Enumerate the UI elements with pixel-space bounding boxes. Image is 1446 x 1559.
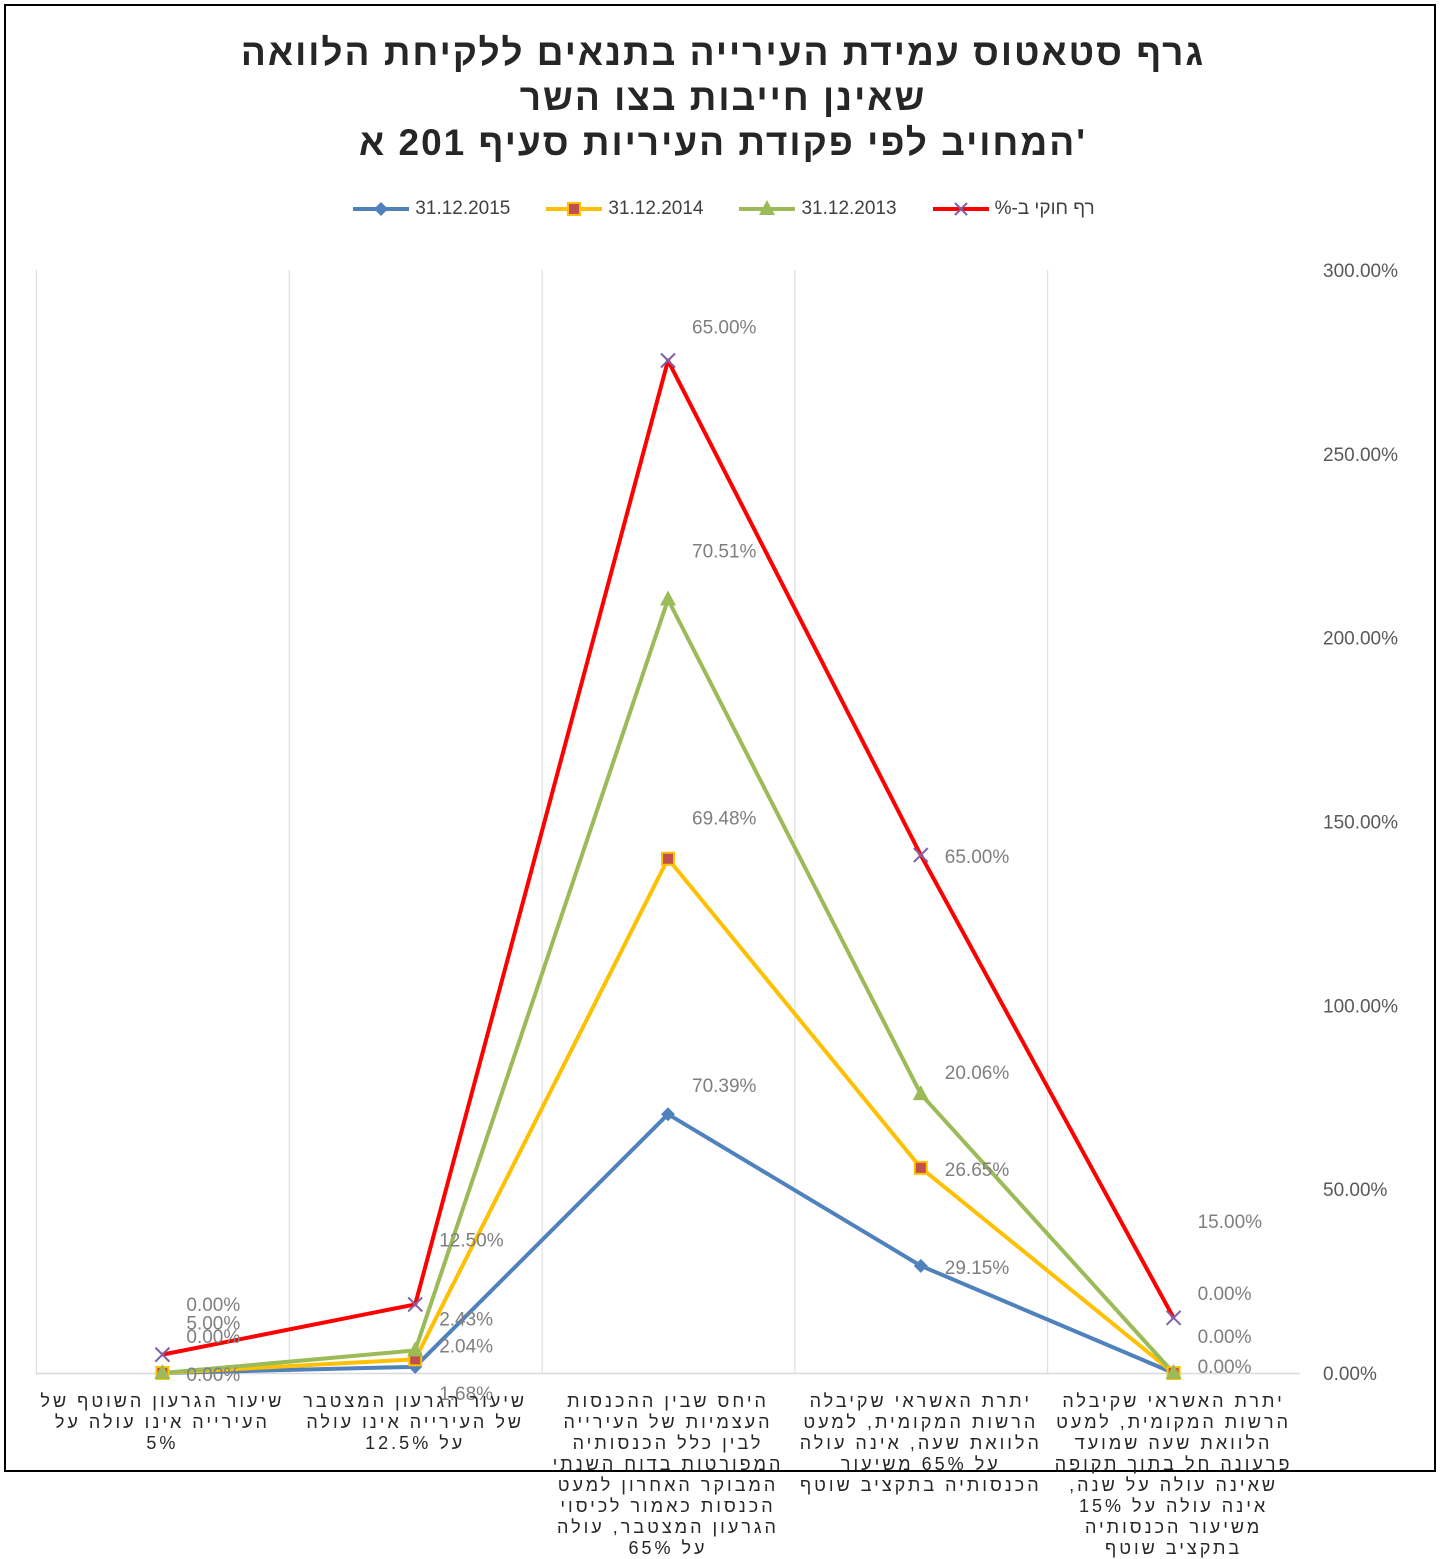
legend-swatch bbox=[546, 202, 603, 216]
data-label: 0.00% bbox=[1198, 1327, 1252, 1348]
data-point-3-3 bbox=[407, 1296, 423, 1313]
data-point-3-1 bbox=[913, 847, 929, 863]
data-point-2-3 bbox=[407, 1341, 424, 1357]
data-point-2-2 bbox=[660, 590, 676, 606]
legend-label: 31.12.2015 bbox=[415, 198, 511, 219]
legend-label: רף חוקי ב-% bbox=[994, 198, 1095, 219]
x-category-label: יתרת האשראי שקיבלה הרשות המקומית, למעט ה… bbox=[1054, 1391, 1293, 1558]
legend-swatch bbox=[932, 202, 989, 216]
data-label: 0.00% bbox=[186, 1295, 240, 1316]
data-label: 70.51% bbox=[692, 542, 757, 563]
line-chart: 0.00% 50.00% 100.00% 150.00% 200.00% 250.00% 3… bbox=[36, 261, 1398, 1405]
chart-legend: 31.12.2015 31.12.2014 31.12.2013 רף חוקי ב-… bbox=[0, 198, 1446, 220]
data-point-1-2 bbox=[661, 851, 675, 866]
chart-frame bbox=[4, 4, 1436, 1472]
data-point-3-0 bbox=[1165, 1310, 1182, 1326]
y-tick-label: 150.00% bbox=[1323, 813, 1398, 834]
y-tick-label: 300.00% bbox=[1323, 261, 1398, 282]
chart-title-line-1: גרף סטאטוס עמידת העירייה בתנאים ללקיחת ה… bbox=[240, 32, 1206, 73]
legend-label: 31.12.2013 bbox=[801, 198, 897, 219]
data-point-0-1 bbox=[913, 1258, 928, 1273]
x-category-label: יתרת האשראי שקיבלה הרשות המקומית, למעט ה… bbox=[799, 1391, 1042, 1495]
data-point-2-0 bbox=[1165, 1364, 1182, 1379]
data-point-3-2 bbox=[660, 352, 676, 369]
legend-item: 31.12.2014 bbox=[544, 198, 703, 220]
data-label: 20.06% bbox=[945, 1063, 1010, 1084]
data-label: 65.00% bbox=[945, 847, 1010, 868]
data-label: 2.43% bbox=[439, 1309, 493, 1330]
data-label: 5.00% bbox=[186, 1314, 240, 1335]
data-label: 26.65% bbox=[945, 1160, 1010, 1181]
y-tick-label: 200.00% bbox=[1323, 629, 1398, 650]
data-label: 0.00% bbox=[186, 1327, 240, 1348]
chart-title-line-3: המחויב לפי פקודת העיריות סעיף 201 א' bbox=[358, 122, 1088, 163]
data-point-3-4 bbox=[154, 1346, 171, 1363]
legend-item: 31.12.2013 bbox=[737, 198, 897, 220]
x-category-label: שיעור הגרעון המצטבר של העירייה אינו עולה… bbox=[303, 1391, 528, 1453]
y-tick-label: 250.00% bbox=[1323, 445, 1398, 466]
y-tick-label: 0.00% bbox=[1323, 1364, 1377, 1385]
data-point-2-1 bbox=[912, 1085, 929, 1101]
x-category-label: שיעור הגרעון השוטף של העירייה אינו עולה … bbox=[40, 1391, 285, 1453]
data-label: 2.04% bbox=[439, 1336, 493, 1357]
data-label: 0.00% bbox=[1198, 1284, 1252, 1305]
legend-swatch bbox=[739, 200, 796, 215]
series-line-2 bbox=[162, 597, 1176, 1375]
legend-swatch bbox=[353, 202, 410, 216]
legend-item: רף חוקי ב-% bbox=[931, 198, 1095, 220]
data-label: 15.00% bbox=[1198, 1212, 1263, 1233]
data-label: 1.68% bbox=[439, 1384, 493, 1405]
chart-title-line-2: שאינן חייבות בצו השר bbox=[519, 77, 927, 118]
x-category-label: היחס שבין ההכנסות העצמיות של העירייה לבי… bbox=[552, 1391, 784, 1558]
legend-label: 31.12.2014 bbox=[608, 198, 704, 219]
y-tick-label: 100.00% bbox=[1323, 996, 1398, 1017]
data-label: 12.50% bbox=[439, 1230, 504, 1251]
data-label: 0.00% bbox=[1198, 1357, 1252, 1378]
legend-item: 31.12.2015 bbox=[351, 198, 510, 220]
data-label: 70.39% bbox=[692, 1076, 757, 1097]
y-tick-label: 50.00% bbox=[1323, 1180, 1388, 1201]
data-point-1-1 bbox=[913, 1160, 928, 1175]
series-line-0 bbox=[162, 1112, 1175, 1375]
data-point-0-2 bbox=[661, 1107, 675, 1122]
data-label: 65.00% bbox=[692, 318, 757, 339]
data-label: 69.48% bbox=[692, 809, 757, 830]
data-point-2-4 bbox=[154, 1364, 171, 1379]
data-label: 29.15% bbox=[945, 1258, 1010, 1279]
chart-title: גרף סטאטוס עמידת העירייה בתנאים ללקיחת ה… bbox=[0, 30, 1446, 165]
data-label: 0.00% bbox=[186, 1365, 240, 1386]
